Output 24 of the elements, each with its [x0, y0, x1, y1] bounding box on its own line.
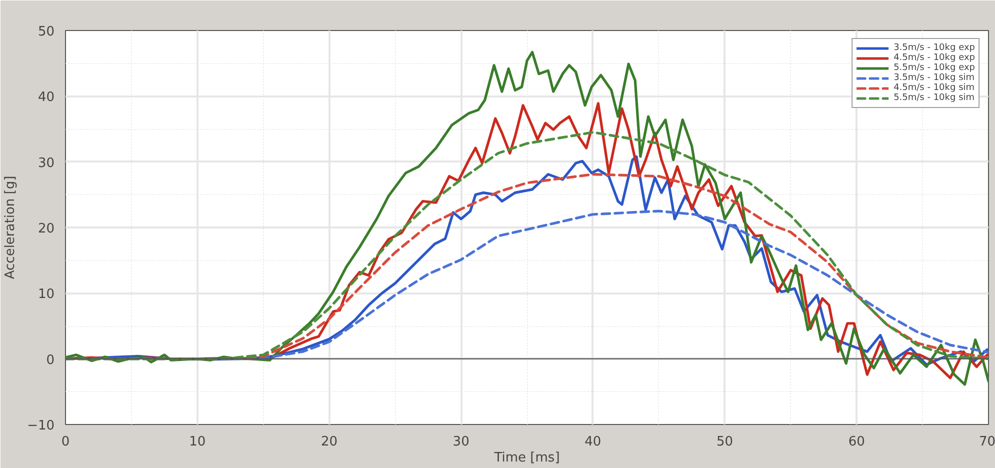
legend-label: 4.5m/s - 10kg sim	[894, 83, 975, 93]
x-tick-label: 70	[978, 434, 995, 450]
legend-label: 3.5m/s - 10kg exp	[894, 43, 975, 53]
x-tick-label: 10	[189, 434, 206, 450]
y-tick-label: 10	[38, 287, 55, 302]
legend-label: 3.5m/s - 10kg sim	[894, 73, 975, 83]
y-tick-label: 0	[46, 352, 55, 368]
legend-label: 4.5m/s - 10kg exp	[894, 53, 975, 63]
y-tick-label: 20	[38, 222, 55, 236]
y-axis-title: Acceleration [g]	[3, 176, 18, 280]
x-tick-label: 20	[320, 434, 338, 450]
x-tick-label: 60	[848, 434, 865, 450]
legend-label: 5.5m/s - 10kg sim	[894, 93, 975, 103]
x-tick-label: 0	[61, 434, 70, 450]
y-tick-label: 50	[38, 24, 55, 40]
x-tick-label: 40	[584, 434, 602, 450]
legend-label: 5.5m/s - 10kg exp	[894, 63, 975, 73]
y-tick-label: −10	[27, 418, 55, 434]
x-tick-label: 50	[716, 434, 734, 450]
y-tick-label: 40	[38, 90, 55, 106]
x-tick-label: 30	[452, 434, 470, 450]
x-axis-title: Time [ms]	[493, 450, 560, 466]
line-series	[66, 50, 988, 386]
y-tick-label: 30	[38, 156, 55, 171]
